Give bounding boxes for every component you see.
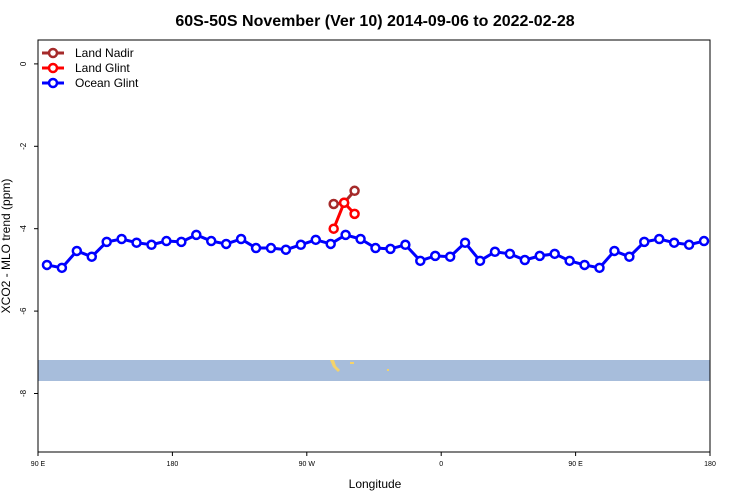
data-point [579,259,590,271]
data-point [41,259,53,271]
map-band [38,360,710,381]
data-point [415,255,426,267]
x-tick-label: 0 [439,461,443,468]
data-point [349,208,360,220]
legend-marker [47,62,59,74]
legend-marker [47,77,59,89]
data-point [205,235,217,247]
y-tick-label: -2 [19,142,28,150]
plot-frame [37,39,711,453]
data-point [639,236,650,248]
data-point [549,248,560,260]
land-shape [387,369,389,371]
legend-marker [47,47,59,59]
data-point [328,223,339,234]
data-point [653,233,665,245]
data-point [146,239,157,251]
data-point [519,254,531,266]
data-point [474,255,486,267]
data-point [101,236,112,248]
y-tick-label: -8 [19,389,28,397]
data-point [349,185,360,197]
y-tick-label: 0 [19,61,28,66]
data-point [250,242,262,254]
legend-label: Land Glint [75,61,130,75]
data-point [668,237,680,248]
x-axis-label: Longitude [349,477,402,491]
data-point [220,238,232,250]
chart-title: 60S-50S November (Ver 10) 2014-09-06 to … [175,13,574,30]
data-point [161,235,172,247]
data-point [340,229,351,241]
land-shape [330,360,340,372]
y-axis-label: XCO2 - MLO trend (ppm) [0,179,13,314]
data-point [235,233,247,245]
data-point [355,233,366,245]
data-point [86,251,98,262]
x-tick-label: 180 [167,461,179,468]
data-point [131,237,142,248]
data-point [56,262,68,274]
data-point [310,234,322,246]
y-tick-label: -4 [19,225,28,233]
x-tick-label: 90 W [299,461,316,468]
y-tick-label: -6 [19,307,28,315]
data-point [564,255,575,267]
x-tick-label: 90 E [568,461,583,468]
data-point [683,239,695,251]
data-point [176,236,187,248]
data-point [504,248,516,260]
data-point [280,244,292,255]
data-point [400,239,411,251]
data-point [295,239,307,251]
data-point [265,242,277,254]
data-point [429,250,441,262]
data-point [71,245,83,257]
x-tick-label: 90 E [31,461,46,468]
data-point [459,237,471,248]
x-tick-label: 180 [704,461,716,468]
data-point [609,245,620,257]
data-point [370,242,381,254]
data-point [385,243,396,255]
land-shape [350,362,354,364]
legend-label: Land Nadir [75,46,134,60]
data-point [624,251,635,262]
data-point [489,246,501,258]
data-point [698,235,710,247]
data-point [444,251,456,262]
data-point [116,233,127,245]
data-point [534,250,546,262]
data-point [594,262,605,274]
data-point [328,198,339,210]
data-point [325,238,336,250]
data-point [338,197,350,208]
legend-label: Ocean Glint [75,76,139,90]
data-point [191,229,202,241]
